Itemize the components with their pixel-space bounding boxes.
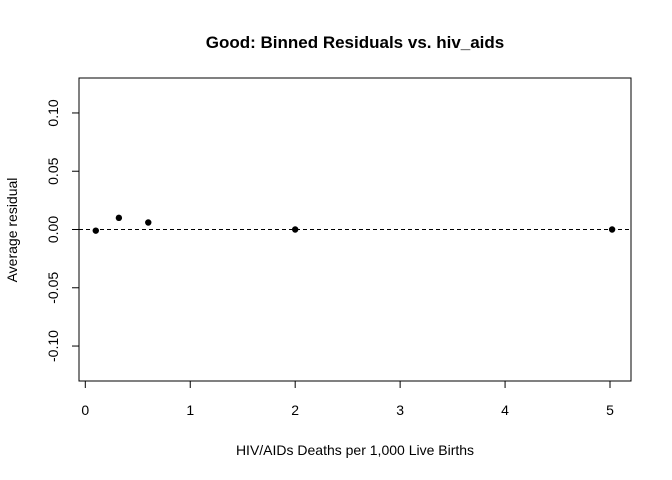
x-tick-label: 0 bbox=[81, 402, 89, 418]
x-tick-label: 5 bbox=[606, 402, 614, 418]
y-tick-label: 0.05 bbox=[45, 157, 61, 184]
y-axis: -0.10 -0.05 0.00 0.05 0.10 bbox=[45, 99, 80, 362]
data-point bbox=[92, 227, 99, 234]
data-point bbox=[291, 226, 299, 233]
x-tick-label: 4 bbox=[501, 402, 509, 418]
y-tick-label: -0.05 bbox=[45, 272, 61, 304]
y-axis-label: Average residual bbox=[4, 178, 20, 283]
y-tick-label: 0.00 bbox=[45, 216, 61, 243]
x-axis-label: HIV/AIDs Deaths per 1,000 Live Births bbox=[236, 442, 474, 458]
data-point bbox=[608, 226, 616, 233]
y-tick-label: -0.10 bbox=[45, 330, 61, 362]
chart-title: Good: Binned Residuals vs. hiv_aids bbox=[206, 33, 505, 52]
y-tick-label: 0.10 bbox=[45, 99, 61, 126]
x-tick-label: 3 bbox=[396, 402, 404, 418]
data-point bbox=[115, 214, 123, 222]
x-tick-label: 2 bbox=[291, 402, 299, 418]
data-points bbox=[92, 214, 616, 234]
data-point bbox=[145, 219, 152, 226]
x-axis: 0 1 2 3 4 5 bbox=[81, 380, 614, 418]
x-tick-label: 1 bbox=[186, 402, 194, 418]
